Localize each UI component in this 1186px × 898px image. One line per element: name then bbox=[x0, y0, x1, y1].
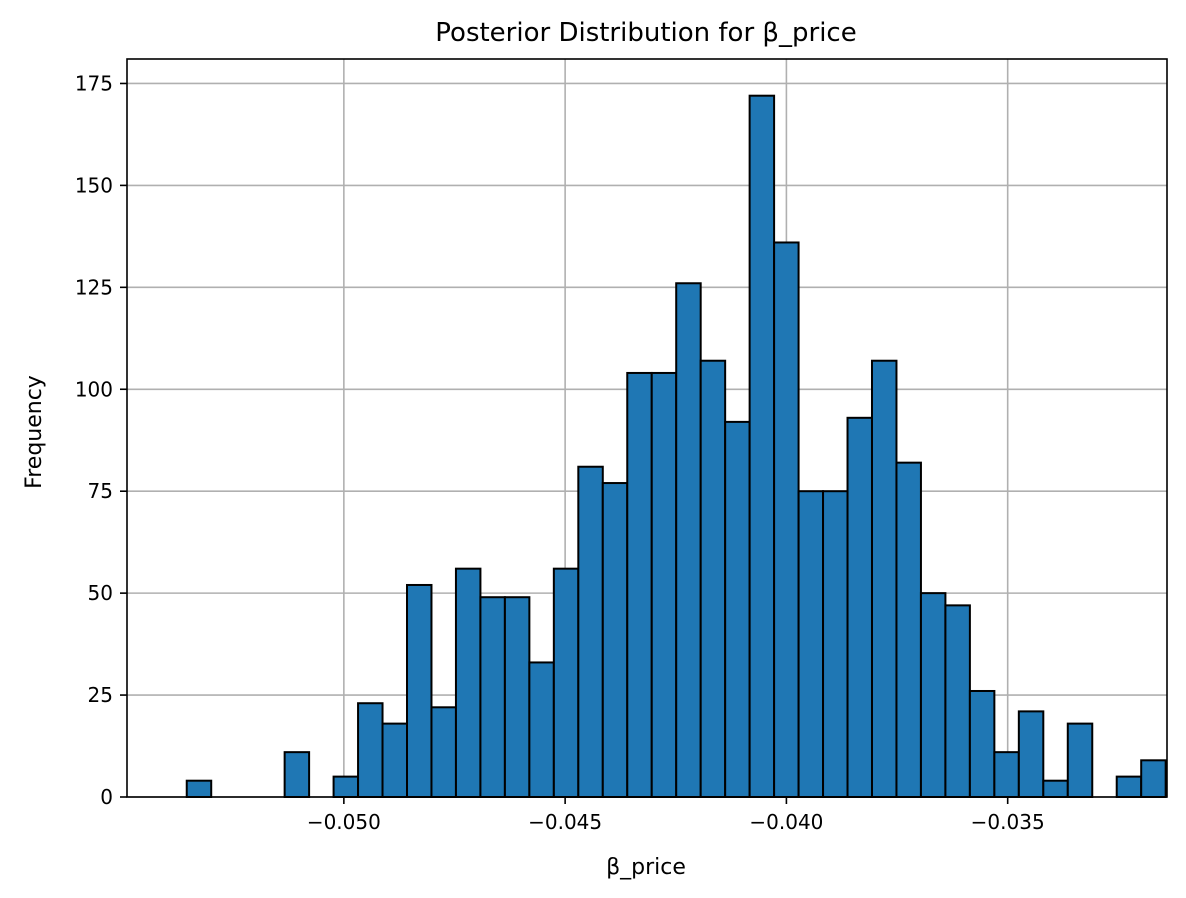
histogram-bar bbox=[724, 420, 751, 798]
histogram-bar bbox=[919, 592, 947, 798]
histogram-bar bbox=[895, 461, 922, 798]
y-tick-label: 75 bbox=[88, 479, 113, 503]
histogram-bar bbox=[1115, 775, 1143, 799]
y-tick-label: 100 bbox=[75, 377, 113, 401]
y-tick-label: 150 bbox=[75, 173, 113, 197]
histogram-bar bbox=[626, 371, 653, 798]
histogram-bar bbox=[1140, 759, 1167, 799]
histogram-bar bbox=[357, 702, 384, 799]
histogram-bar bbox=[430, 706, 457, 798]
histogram-bar bbox=[503, 596, 531, 799]
histogram-bar bbox=[968, 689, 996, 798]
histogram-bar bbox=[185, 779, 213, 799]
histogram-bar bbox=[699, 359, 727, 798]
histogram-bar bbox=[406, 583, 433, 798]
x-tick-label: −0.035 bbox=[971, 810, 1045, 834]
y-axis-label: Frequency bbox=[22, 375, 47, 489]
y-tick-label: 0 bbox=[100, 785, 113, 809]
histogram-bar bbox=[944, 604, 971, 798]
histogram-bar bbox=[748, 94, 776, 799]
x-axis-ticks: −0.050 −0.045 −0.040 −0.035 bbox=[307, 797, 1045, 834]
histogram-bar bbox=[1042, 779, 1069, 799]
y-axis-ticks: 0 25 50 75 100 125 150 175 bbox=[75, 71, 127, 809]
y-tick-label: 25 bbox=[88, 683, 113, 707]
histogram-bar bbox=[675, 282, 702, 798]
histogram-bar bbox=[601, 482, 629, 798]
y-tick-label: 175 bbox=[75, 71, 113, 95]
histogram-bar bbox=[577, 465, 604, 798]
histogram-bar bbox=[552, 567, 580, 799]
x-tick-label: −0.040 bbox=[749, 810, 823, 834]
histogram-bars bbox=[185, 94, 1167, 799]
histogram-bar bbox=[993, 751, 1020, 798]
histogram-bar bbox=[1066, 722, 1094, 798]
plot-frame bbox=[126, 58, 1168, 798]
x-axis-label: β_price bbox=[606, 855, 686, 880]
histogram-bar bbox=[846, 416, 873, 798]
histogram-bar bbox=[283, 751, 311, 798]
x-tick-label: −0.050 bbox=[307, 810, 381, 834]
histogram-bar bbox=[773, 241, 800, 799]
histogram-bar bbox=[381, 722, 409, 798]
histogram-bar bbox=[332, 775, 360, 799]
histogram-bar bbox=[822, 490, 849, 798]
histogram-bar bbox=[454, 567, 482, 799]
y-tick-label: 50 bbox=[88, 581, 113, 605]
histogram-bar bbox=[479, 596, 506, 799]
x-tick-label: −0.045 bbox=[528, 810, 602, 834]
histogram-bar bbox=[528, 661, 555, 798]
histogram-bar bbox=[650, 371, 678, 798]
histogram-bar bbox=[1017, 710, 1045, 798]
histogram-bar bbox=[870, 359, 898, 798]
chart-title: Posterior Distribution for β_price bbox=[435, 18, 856, 48]
y-tick-label: 125 bbox=[75, 275, 113, 299]
histogram-bar bbox=[797, 490, 825, 798]
